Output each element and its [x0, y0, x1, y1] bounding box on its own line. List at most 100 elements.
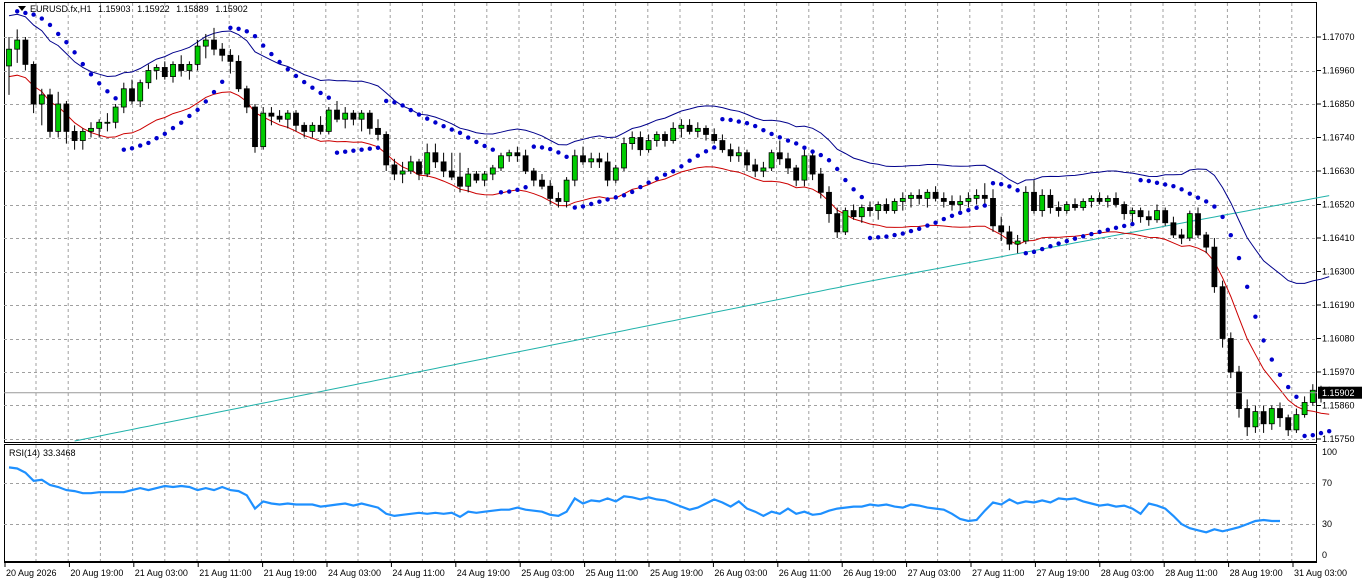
- sar-dot: [285, 67, 290, 72]
- sar-dot: [867, 235, 873, 241]
- sar-dot: [958, 210, 963, 216]
- candle-bear: [440, 161, 447, 172]
- price-tick-label: 1.16630: [1322, 166, 1355, 176]
- sar-dot: [351, 148, 356, 153]
- close-value: 1.15902: [215, 4, 248, 14]
- sar-dot: [859, 194, 864, 200]
- candle-bull: [284, 112, 291, 120]
- time-tick-label: 25 Aug 11:00: [586, 568, 638, 578]
- candle-bull: [801, 155, 808, 181]
- candle-bull: [735, 152, 742, 157]
- rsi-header: RSI(14) 33.3468: [9, 448, 79, 458]
- candle-bear: [727, 149, 734, 157]
- sar-dot: [777, 135, 782, 140]
- rsi-layer: [8, 466, 1280, 534]
- candle-bear: [1277, 408, 1283, 419]
- sar-dot: [1294, 394, 1299, 400]
- candle-bull: [145, 70, 152, 84]
- sar-dot: [1097, 229, 1102, 235]
- price-axis[interactable]: 1.17070 1.16960 1.16850 1.16740 1.16630 1.165…: [1317, 32, 1355, 444]
- sar-dot: [671, 169, 676, 174]
- sar-dot: [744, 120, 750, 126]
- candle-bull: [629, 137, 636, 144]
- candle-bear: [793, 167, 800, 181]
- sar-dot: [302, 79, 307, 85]
- sar-dot: [1261, 338, 1266, 343]
- sar-dot: [425, 116, 430, 121]
- candle-bull: [908, 194, 914, 199]
- candle-bull: [202, 39, 209, 47]
- sar-dot: [252, 34, 258, 39]
- candle-bull: [694, 127, 701, 132]
- candle-bear: [1244, 408, 1251, 428]
- candle-bull: [1293, 414, 1300, 431]
- candle-bear: [1047, 194, 1054, 208]
- candle-bull: [670, 127, 677, 141]
- price-tick-label: 1.17070: [1322, 32, 1355, 42]
- sar-dot: [359, 147, 364, 152]
- candle-bear: [916, 194, 923, 199]
- sar-dot: [457, 130, 463, 135]
- sar-dot: [326, 95, 331, 100]
- caret-down-icon[interactable]: [18, 6, 26, 11]
- sar-dot: [630, 189, 635, 195]
- sar-dot: [949, 213, 955, 218]
- sar-dot: [1023, 251, 1028, 256]
- sar-dot: [64, 40, 69, 45]
- time-axis[interactable]: 20 Aug 2026 20 Aug 19:00 21 Aug 03:00 21 Au…: [4, 562, 1347, 578]
- sar-dot: [1245, 284, 1250, 290]
- candle-bull: [1154, 210, 1160, 221]
- candle-bull: [407, 161, 414, 172]
- sar-dot: [105, 89, 110, 94]
- sar-dot: [392, 100, 397, 105]
- sar-dot: [679, 164, 684, 169]
- current-price-layer: 1.15902: [4, 386, 1362, 399]
- sar-dot: [662, 172, 668, 177]
- parabolic-sar-layer: [15, 9, 1332, 439]
- time-tick-label: 31 Aug 03:00: [1294, 568, 1347, 578]
- sar-dot: [400, 103, 405, 108]
- sar-dot: [1318, 430, 1324, 436]
- sar-dot: [1064, 238, 1070, 244]
- candle-bull: [1014, 240, 1021, 245]
- time-tick-label: 24 Aug 11:00: [392, 568, 444, 578]
- price-tick-label: 1.16410: [1322, 233, 1355, 243]
- sar-dot: [203, 99, 208, 104]
- sar-dot: [925, 223, 930, 228]
- sar-dot: [113, 96, 118, 101]
- sar-dot: [261, 43, 266, 48]
- candle-bear: [826, 191, 832, 215]
- sar-dot: [1277, 372, 1283, 378]
- rsi-value: 33.3468: [43, 448, 76, 458]
- sar-dot: [1056, 241, 1061, 246]
- sar-dot: [23, 10, 28, 16]
- candle-bear: [522, 155, 529, 172]
- candles-layer: [6, 27, 1333, 436]
- candle-bull: [875, 204, 882, 211]
- price-tick-label: 1.16300: [1322, 267, 1355, 277]
- candle-bull: [186, 64, 193, 71]
- time-tick-label: 27 Aug 11:00: [972, 568, 1024, 578]
- candle-bear: [1006, 231, 1013, 245]
- sar-dot: [908, 228, 914, 234]
- time-tick-label: 27 Aug 19:00: [1036, 568, 1089, 578]
- candle-bull: [14, 39, 21, 50]
- candle-bear: [555, 198, 562, 202]
- sar-dot: [810, 149, 815, 154]
- sar-dot: [187, 113, 192, 119]
- candle-bull: [612, 167, 619, 181]
- sar-dot: [228, 25, 233, 31]
- sar-dot: [375, 145, 381, 150]
- sar-dot: [1130, 221, 1135, 227]
- sar-dot: [1007, 184, 1012, 189]
- time-tick-label: 20 Aug 2026: [6, 568, 57, 578]
- candle-bull: [653, 134, 660, 141]
- sar-dot: [310, 85, 315, 90]
- sar-dot: [802, 145, 807, 150]
- sar-dot: [941, 216, 946, 222]
- upper-band-line: [8, 13, 1330, 284]
- chart-header: EURUSD.fx,H1 1.15903 1.15922 1.15889 1.1…: [18, 4, 252, 14]
- rsi-tick-label: 70: [1322, 478, 1332, 488]
